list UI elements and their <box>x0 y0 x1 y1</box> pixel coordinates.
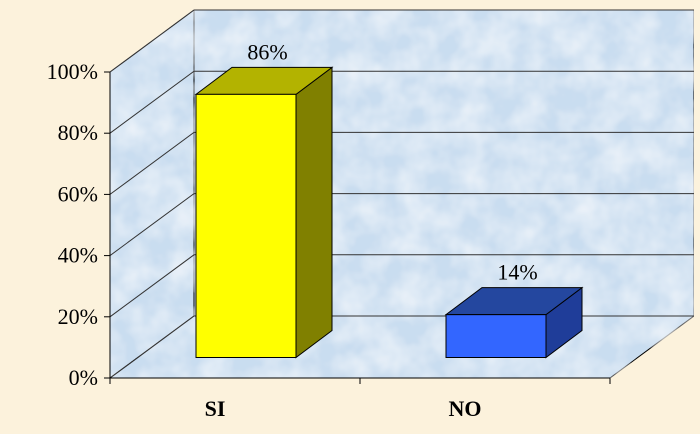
category-label: SI <box>205 396 226 421</box>
bar-front <box>195 93 297 358</box>
gridline <box>109 131 694 195</box>
y-tick-label: 80% <box>58 120 98 145</box>
y-tick-label: 40% <box>58 243 98 268</box>
bar-si <box>194 66 334 359</box>
labels: 0% 20% 40% 60% 80% 100% 86% SI 14% NO <box>47 39 538 421</box>
data-label: 86% <box>247 39 287 64</box>
category-label: NO <box>449 396 482 421</box>
bar-side <box>295 66 333 359</box>
y-tick-label: 0% <box>69 365 98 390</box>
bars <box>194 66 584 359</box>
bar-no <box>444 286 584 359</box>
data-label: 14% <box>497 260 537 285</box>
gridline <box>109 70 694 134</box>
y-tick-label: 100% <box>47 59 98 84</box>
gridlines <box>109 9 694 379</box>
y-tick-label: 60% <box>58 181 98 206</box>
y-tick-label: 20% <box>58 304 98 329</box>
bar-front <box>445 314 547 359</box>
axes <box>104 71 611 384</box>
gridline <box>109 254 694 318</box>
side-wall <box>109 9 195 379</box>
gridline <box>109 9 694 73</box>
gridline <box>109 193 694 257</box>
